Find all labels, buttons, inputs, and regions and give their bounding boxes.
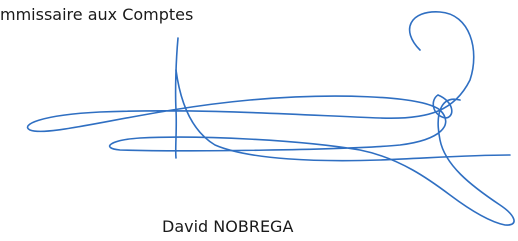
signature-stroke <box>28 12 515 225</box>
signature-stroke <box>176 38 178 158</box>
handwritten-signature <box>0 0 518 241</box>
document-page: {"signature_block": {"role": "mmissaire … <box>0 0 518 241</box>
signatory-name: David NOBREGA <box>162 217 293 236</box>
